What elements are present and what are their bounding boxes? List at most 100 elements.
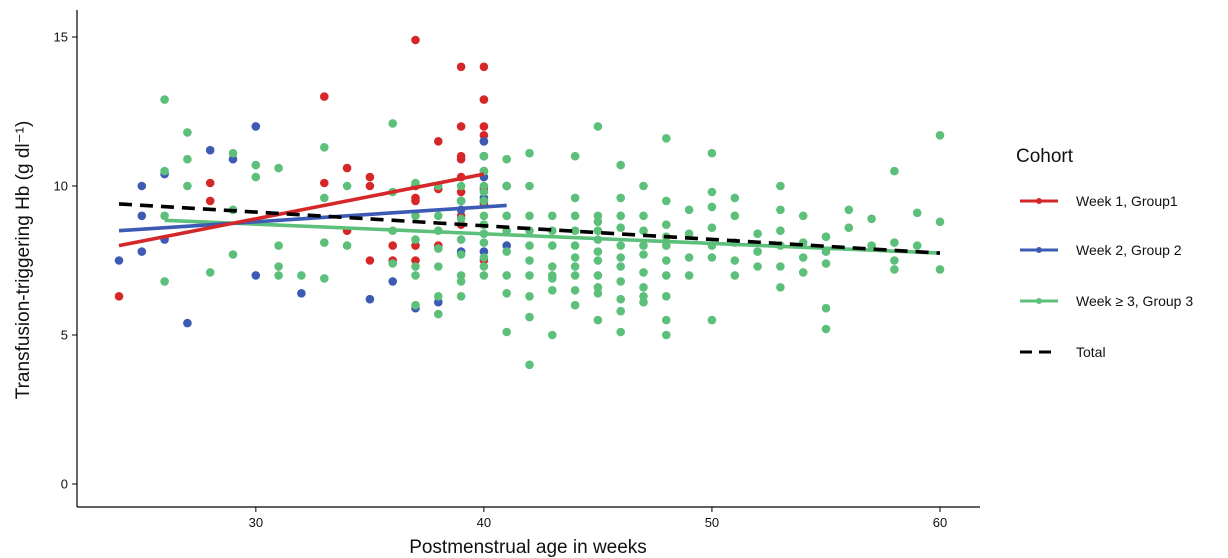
data-point xyxy=(684,229,694,238)
data-point xyxy=(388,119,398,128)
data-point xyxy=(502,154,512,164)
data-point xyxy=(183,128,192,137)
data-point xyxy=(593,256,603,265)
data-point xyxy=(479,181,489,191)
data-point xyxy=(776,283,785,292)
data-point xyxy=(274,271,283,280)
data-point xyxy=(548,241,557,250)
data-point xyxy=(251,160,261,170)
data-point xyxy=(707,187,717,197)
data-point xyxy=(570,286,580,295)
data-point xyxy=(297,271,306,280)
data-point xyxy=(616,223,625,232)
data-point xyxy=(228,154,238,164)
data-point xyxy=(730,271,740,280)
data-point xyxy=(662,271,671,280)
data-point xyxy=(479,196,489,206)
y-tick-label: 5 xyxy=(61,328,68,343)
y-tick-label: 0 xyxy=(61,477,68,492)
data-point xyxy=(684,253,694,262)
data-point xyxy=(411,235,420,244)
data-point xyxy=(342,181,352,191)
data-point xyxy=(593,283,603,292)
data-point xyxy=(388,241,398,250)
data-point xyxy=(798,253,808,262)
data-point xyxy=(776,262,785,271)
data-point xyxy=(205,196,215,206)
data-point xyxy=(479,247,489,256)
data-point xyxy=(707,148,717,158)
data-point xyxy=(114,256,124,265)
data-point xyxy=(525,360,534,370)
data-point xyxy=(776,205,785,215)
data-point xyxy=(388,259,398,268)
data-point xyxy=(593,122,603,131)
data-point xyxy=(525,256,534,265)
data-point xyxy=(616,211,625,221)
data-point xyxy=(456,122,466,131)
data-point xyxy=(912,208,922,218)
legend-item: Total xyxy=(1020,344,1106,360)
data-point xyxy=(434,211,443,221)
data-point xyxy=(844,223,854,232)
trend-line xyxy=(164,218,941,255)
data-point xyxy=(821,303,831,313)
data-point xyxy=(662,256,671,265)
data-point xyxy=(434,137,443,146)
data-point xyxy=(593,226,603,235)
legend-swatch-dot xyxy=(1036,247,1042,253)
data-point xyxy=(753,262,762,271)
data-point xyxy=(570,300,580,310)
data-point xyxy=(570,193,580,203)
data-point xyxy=(548,330,557,340)
data-point xyxy=(776,226,785,235)
data-point xyxy=(639,268,648,277)
legend-swatch-dot xyxy=(1036,198,1042,204)
data-point xyxy=(890,238,899,247)
data-point xyxy=(616,253,625,262)
data-points xyxy=(114,35,945,370)
data-point xyxy=(867,214,876,224)
x-axis-title: Postmenstrual age in weeks xyxy=(409,537,647,558)
data-point xyxy=(890,256,899,265)
data-point xyxy=(411,241,420,250)
x-tick-label: 30 xyxy=(249,515,263,530)
data-point xyxy=(730,193,740,203)
data-point xyxy=(707,223,717,232)
data-point xyxy=(593,315,603,325)
data-point xyxy=(844,205,854,215)
data-point xyxy=(434,244,443,253)
data-point xyxy=(251,122,261,131)
data-point xyxy=(274,262,283,271)
data-point xyxy=(616,241,625,250)
legend-item: Week 2, Group 2 xyxy=(1020,242,1182,258)
data-point xyxy=(320,238,329,247)
legend-label: Week 1, Group1 xyxy=(1076,193,1178,209)
data-point xyxy=(662,134,671,143)
data-point xyxy=(662,241,671,250)
data-point xyxy=(798,211,808,221)
data-point xyxy=(479,262,489,271)
data-point xyxy=(251,271,261,280)
data-point xyxy=(730,256,740,265)
data-point xyxy=(479,151,489,161)
data-point xyxy=(570,211,580,221)
data-point xyxy=(502,241,512,250)
data-point xyxy=(639,181,648,191)
data-point xyxy=(320,274,329,283)
x-tick-label: 40 xyxy=(477,515,491,530)
data-point xyxy=(320,178,329,188)
data-point xyxy=(205,268,215,277)
trend-line xyxy=(118,203,507,233)
data-point xyxy=(365,256,375,265)
data-point xyxy=(342,241,352,250)
data-point xyxy=(411,262,420,271)
data-point xyxy=(662,196,671,206)
data-point xyxy=(411,256,420,265)
data-point xyxy=(434,309,443,319)
data-point xyxy=(479,253,489,262)
data-point xyxy=(593,247,603,256)
data-point xyxy=(205,178,215,188)
data-point xyxy=(525,312,534,322)
data-point xyxy=(502,289,512,298)
